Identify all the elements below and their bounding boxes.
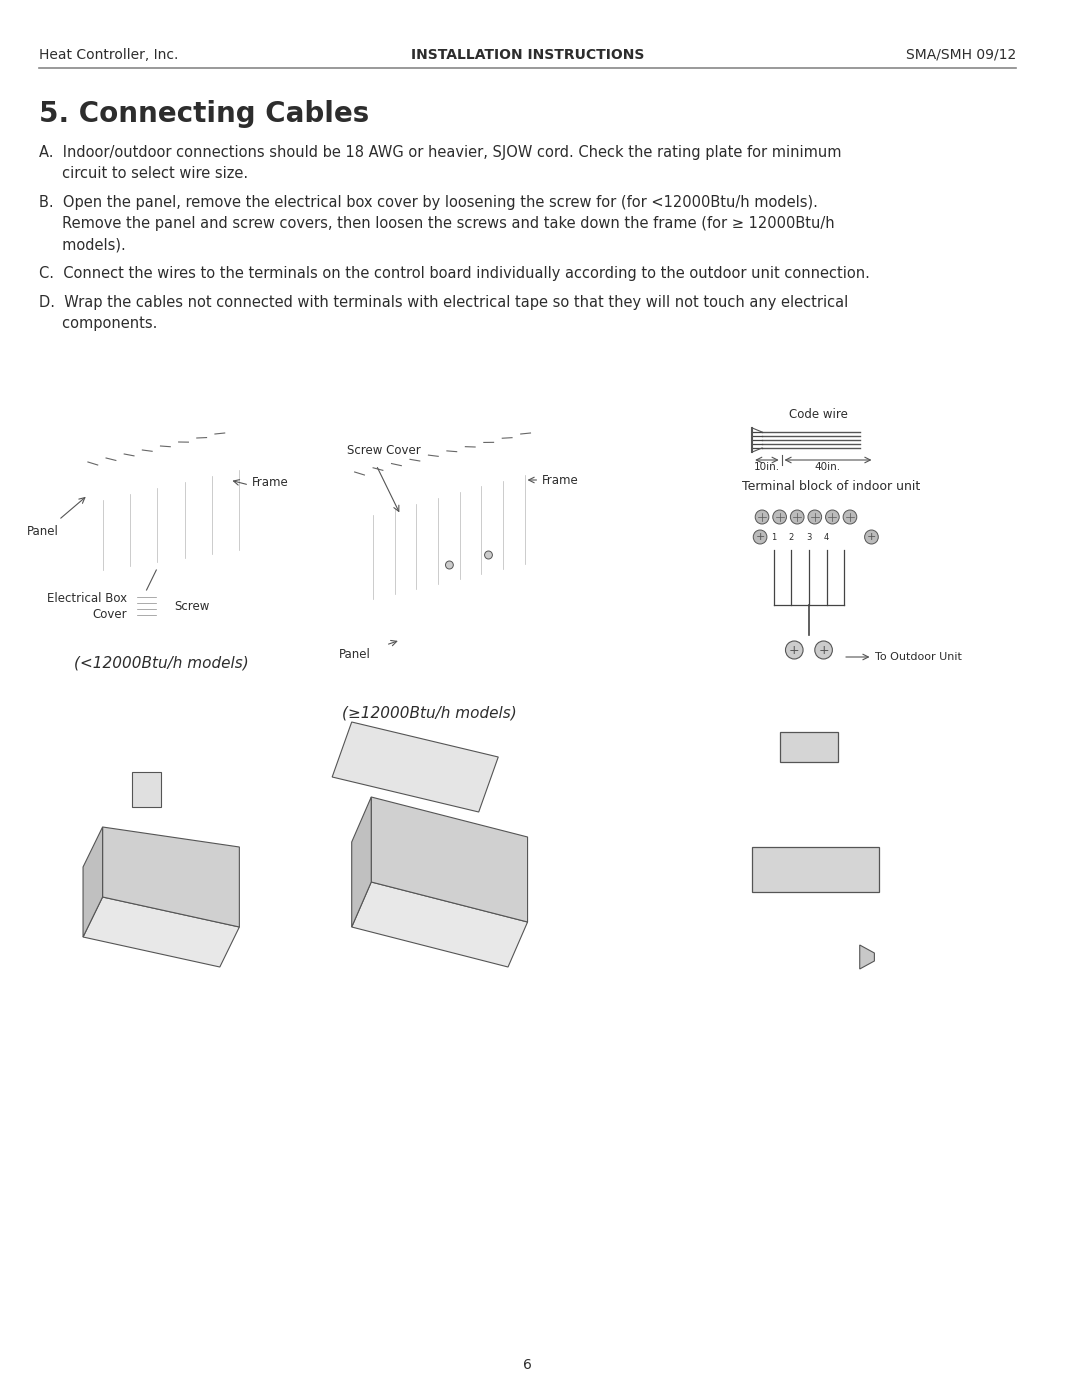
Text: +: + <box>867 532 876 542</box>
Text: 4: 4 <box>824 532 829 542</box>
Text: 2: 2 <box>788 532 794 542</box>
Text: C.  Connect the wires to the terminals on the control board individually accordi: C. Connect the wires to the terminals on… <box>39 265 870 281</box>
Polygon shape <box>83 897 240 967</box>
Polygon shape <box>753 847 879 893</box>
Text: 5. Connecting Cables: 5. Connecting Cables <box>39 101 369 129</box>
Text: +: + <box>789 644 799 657</box>
Polygon shape <box>352 882 527 967</box>
Text: Code wire: Code wire <box>789 408 848 422</box>
Text: 1: 1 <box>771 532 777 542</box>
Text: A.  Indoor/outdoor connections should be 18 AWG or heavier, SJOW cord. Check the: A. Indoor/outdoor connections should be … <box>39 145 841 182</box>
Text: Frame: Frame <box>252 475 288 489</box>
Text: (≥12000Btu/h models): (≥12000Btu/h models) <box>342 705 517 719</box>
Text: Screw: Screw <box>174 601 210 613</box>
Circle shape <box>485 550 492 559</box>
Text: +: + <box>755 532 765 542</box>
Circle shape <box>785 641 804 659</box>
Polygon shape <box>103 827 240 928</box>
Polygon shape <box>352 798 372 928</box>
Circle shape <box>755 510 769 524</box>
Polygon shape <box>333 722 498 812</box>
Circle shape <box>814 641 833 659</box>
Circle shape <box>791 510 804 524</box>
Text: 10in.: 10in. <box>754 462 780 472</box>
Circle shape <box>843 510 856 524</box>
Circle shape <box>445 562 454 569</box>
Polygon shape <box>132 773 161 807</box>
Circle shape <box>753 529 767 543</box>
Text: (<12000Btu/h models): (<12000Btu/h models) <box>73 655 248 671</box>
Text: Electrical Box
Cover: Electrical Box Cover <box>46 592 127 622</box>
Text: To Outdoor Unit: To Outdoor Unit <box>876 652 962 662</box>
Text: Terminal block of indoor unit: Terminal block of indoor unit <box>742 481 921 493</box>
Text: INSTALLATION INSTRUCTIONS: INSTALLATION INSTRUCTIONS <box>410 47 645 61</box>
Text: Screw Cover: Screw Cover <box>347 443 420 457</box>
Text: B.  Open the panel, remove the electrical box cover by loosening the screw for (: B. Open the panel, remove the electrical… <box>39 196 835 251</box>
Text: 40in.: 40in. <box>814 462 840 472</box>
Circle shape <box>825 510 839 524</box>
Text: Frame: Frame <box>542 474 579 486</box>
Text: 6: 6 <box>523 1358 532 1372</box>
Circle shape <box>773 510 786 524</box>
Text: Heat Controller, Inc.: Heat Controller, Inc. <box>39 47 178 61</box>
Text: Panel: Panel <box>339 648 372 662</box>
Polygon shape <box>83 827 103 937</box>
Polygon shape <box>372 798 527 922</box>
Circle shape <box>808 510 822 524</box>
Polygon shape <box>780 732 838 761</box>
Polygon shape <box>860 944 875 970</box>
Text: SMA/SMH 09/12: SMA/SMH 09/12 <box>906 47 1016 61</box>
Text: 3: 3 <box>807 532 811 542</box>
Text: +: + <box>819 644 828 657</box>
Text: D.  Wrap the cables not connected with terminals with electrical tape so that th: D. Wrap the cables not connected with te… <box>39 295 848 331</box>
Text: Panel: Panel <box>27 525 58 538</box>
Circle shape <box>865 529 878 543</box>
